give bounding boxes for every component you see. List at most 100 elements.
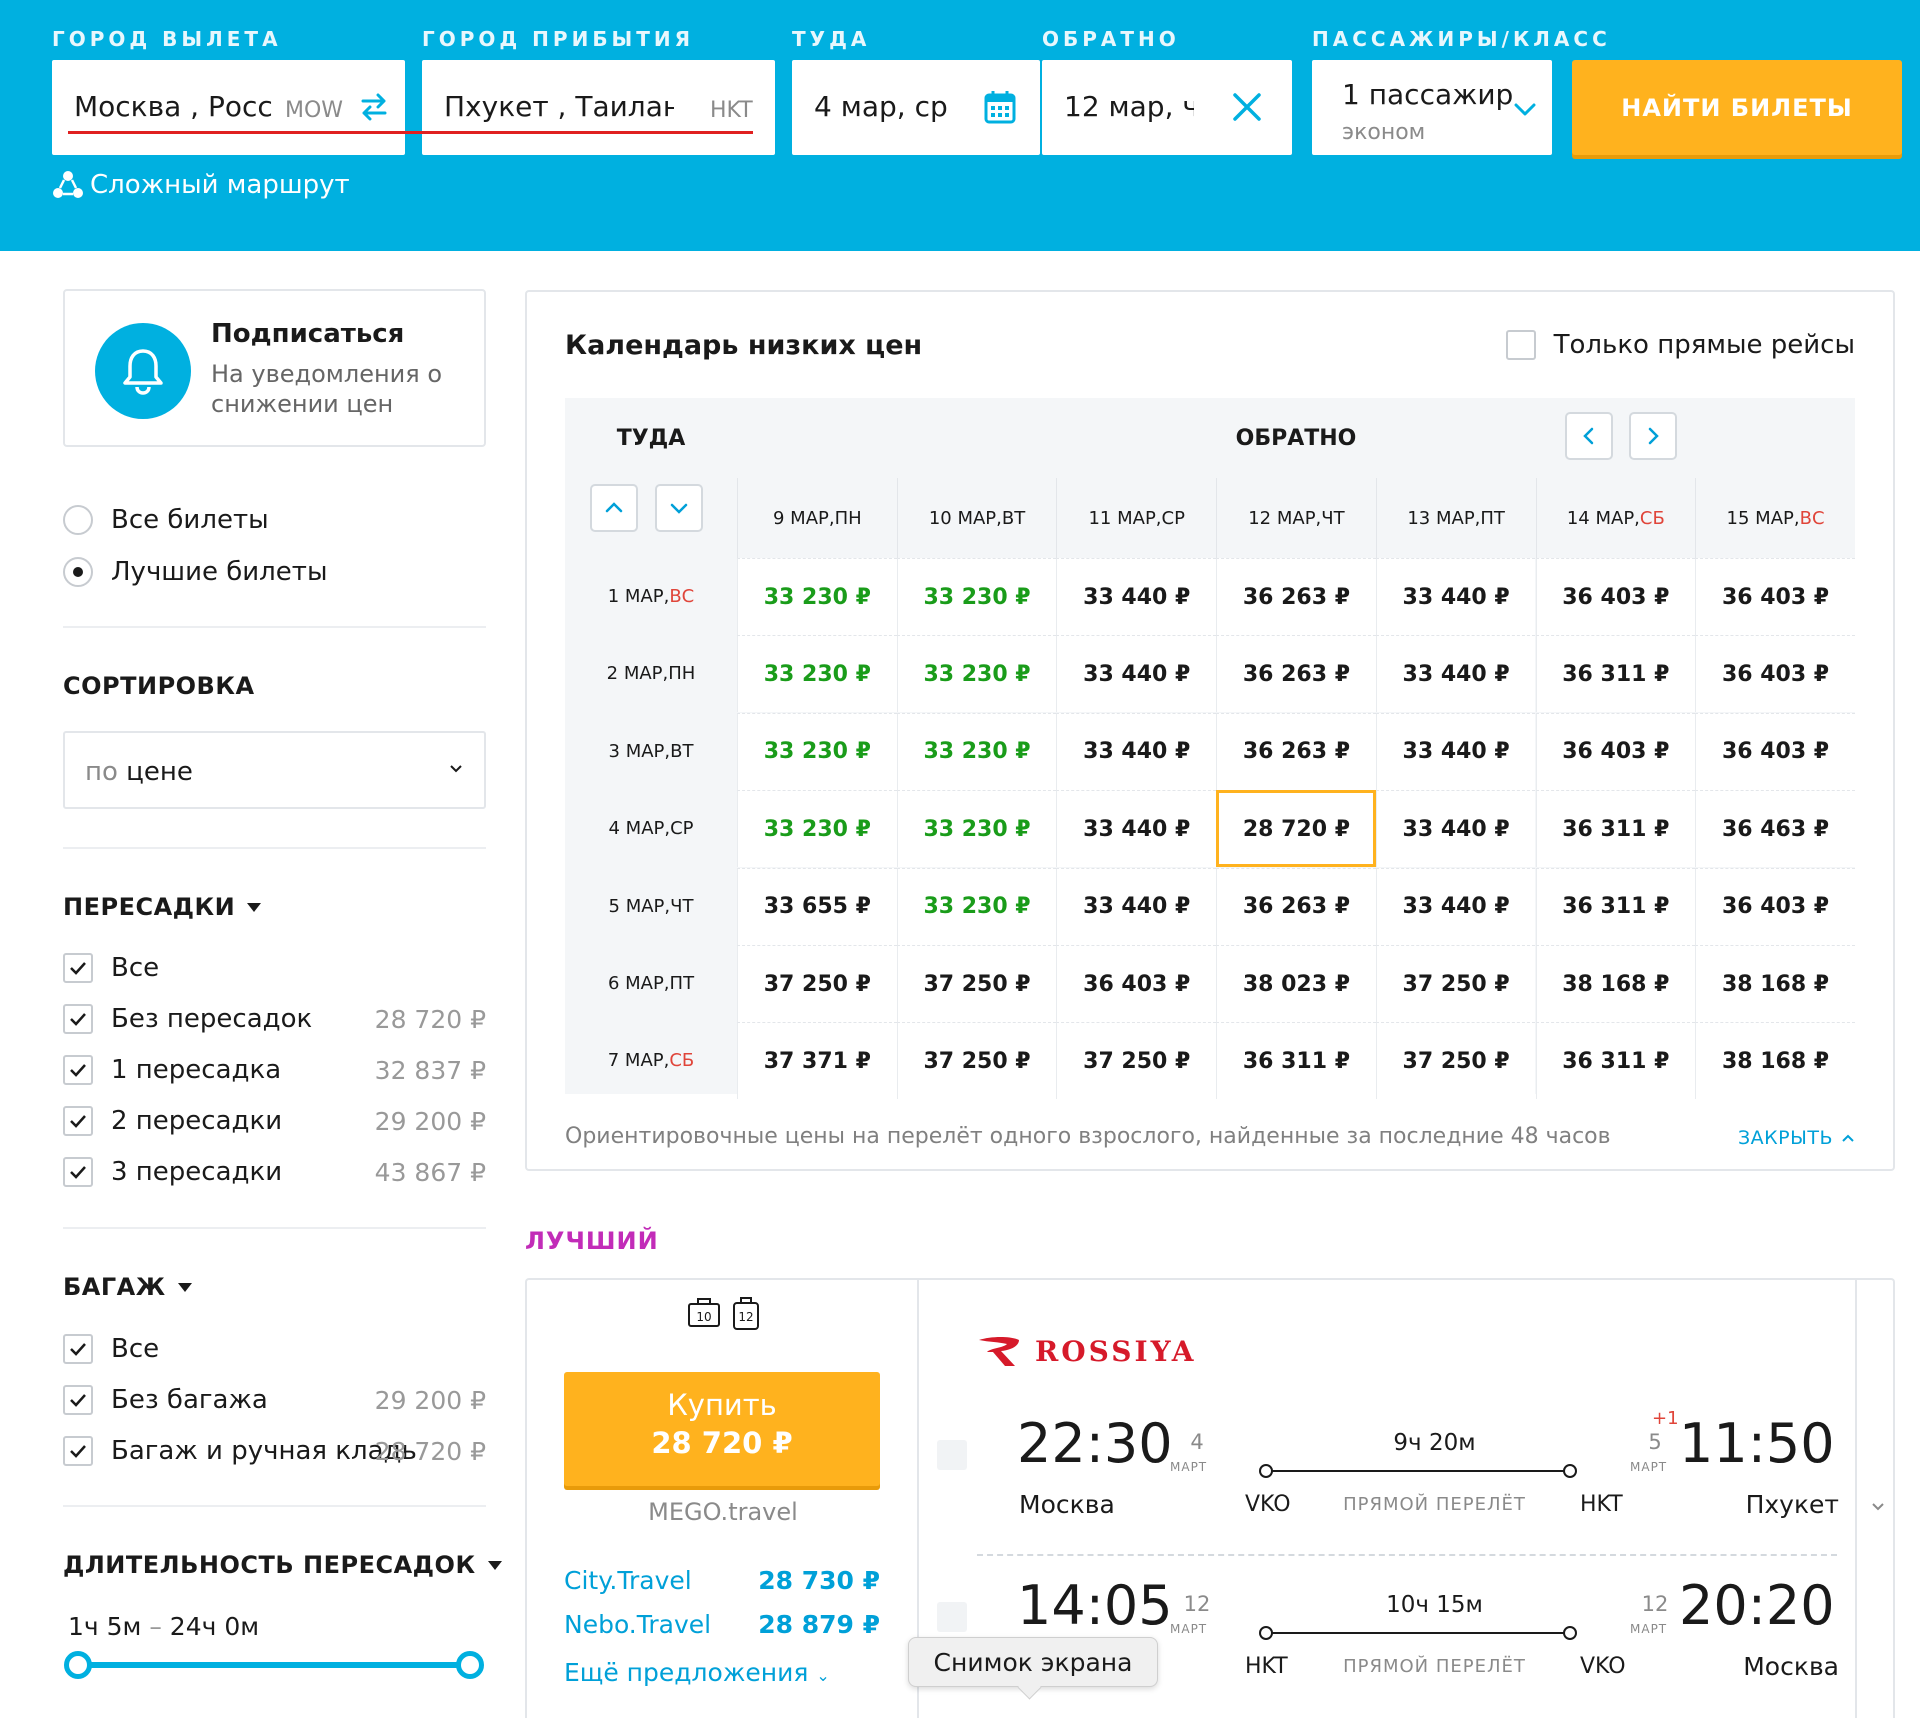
transfer-option[interactable]: 3 пересадки 43 867 ₽ — [63, 1154, 486, 1190]
price-cell[interactable]: 33 440 ₽ — [1056, 867, 1217, 945]
radio-button[interactable] — [63, 505, 93, 535]
transfers-title[interactable]: ПЕРЕСАДКИ — [63, 893, 262, 921]
offer-row[interactable]: Nebo.Travel 28 879 ₽ — [564, 1610, 880, 1639]
price-cell[interactable]: 37 371 ₽ — [737, 1022, 897, 1100]
price-cell[interactable]: 36 311 ₽ — [1535, 635, 1696, 713]
radio-all-tickets[interactable]: Все билеты — [63, 505, 269, 535]
price-cell[interactable]: 33 230 ₽ — [896, 635, 1057, 713]
buy-button[interactable]: Купить 28 720 ₽ — [564, 1372, 880, 1486]
sort-select[interactable]: по цене — [63, 731, 486, 809]
price-cell[interactable]: 36 403 ₽ — [1695, 712, 1855, 790]
price-cell[interactable]: 33 230 ₽ — [896, 712, 1057, 790]
calendar-prev-button[interactable] — [1565, 412, 1613, 460]
price-cell[interactable]: 36 403 ₽ — [1535, 712, 1696, 790]
price-cell[interactable]: 36 311 ₽ — [1535, 867, 1696, 945]
price-cell[interactable]: 36 263 ₽ — [1216, 867, 1376, 945]
checkbox-checked[interactable] — [63, 1004, 93, 1034]
depart-field[interactable]: 4 мар, ср — [792, 60, 1040, 155]
price-cell[interactable]: 36 403 ₽ — [1695, 867, 1855, 945]
offer-price[interactable]: 28 730 ₽ — [758, 1566, 880, 1595]
checkbox-checked[interactable] — [63, 1385, 93, 1415]
radio-button-selected[interactable] — [63, 557, 93, 587]
price-cell[interactable]: 33 230 ₽ — [737, 712, 897, 790]
price-cell[interactable]: 36 403 ₽ — [1695, 635, 1855, 713]
duration-slider-track[interactable] — [78, 1662, 470, 1668]
price-cell[interactable]: 36 463 ₽ — [1695, 790, 1855, 868]
chevron-down-icon[interactable] — [1512, 100, 1538, 120]
price-cell[interactable]: 33 655 ₽ — [737, 867, 897, 945]
offer-agency[interactable]: City.Travel — [564, 1566, 692, 1595]
price-cell[interactable]: 33 230 ₽ — [896, 867, 1057, 945]
price-cell[interactable]: 33 440 ₽ — [1056, 790, 1217, 868]
price-cell[interactable]: 33 440 ₽ — [1056, 558, 1217, 635]
transfer-option[interactable]: Все — [63, 950, 486, 986]
price-cell[interactable]: 33 440 ₽ — [1056, 712, 1217, 790]
direct-only-toggle[interactable]: Только прямые рейсы — [1505, 330, 1855, 360]
price-cell[interactable]: 38 168 ₽ — [1695, 1022, 1855, 1100]
transfer-option[interactable]: 2 пересадки 29 200 ₽ — [63, 1103, 486, 1139]
checkbox-checked[interactable] — [63, 953, 93, 983]
to-field[interactable]: Пхукет , Таиланд HKT — [422, 60, 775, 155]
checkbox-checked[interactable] — [63, 1334, 93, 1364]
price-cell[interactable]: 37 250 ₽ — [1056, 1022, 1217, 1100]
checkbox-checked[interactable] — [63, 1436, 93, 1466]
price-cell[interactable]: 33 230 ₽ — [737, 790, 897, 868]
price-cell[interactable]: 33 230 ₽ — [737, 558, 897, 635]
price-cell[interactable]: 33 230 ₽ — [896, 790, 1057, 868]
expand-chevron-icon[interactable] — [1871, 1502, 1885, 1512]
price-cell[interactable]: 33 230 ₽ — [737, 635, 897, 713]
checkbox-checked[interactable] — [63, 1106, 93, 1136]
calendar-up-button[interactable] — [590, 484, 638, 532]
radio-best-tickets[interactable]: Лучшие билеты — [63, 557, 327, 587]
price-cell[interactable]: 36 311 ₽ — [1535, 790, 1696, 868]
find-tickets-button[interactable]: НАЙТИ БИЛЕТЫ — [1572, 60, 1902, 155]
checkbox-checked[interactable] — [63, 1157, 93, 1187]
price-cell[interactable]: 36 403 ₽ — [1535, 558, 1696, 635]
segment-checkbox[interactable] — [937, 1440, 967, 1470]
complex-route-link[interactable]: Сложный маршрут — [52, 170, 350, 200]
price-cell[interactable]: 33 440 ₽ — [1375, 558, 1536, 635]
from-field[interactable]: Москва , Россия MOW — [52, 60, 405, 155]
price-cell[interactable]: 33 440 ₽ — [1375, 867, 1536, 945]
price-cell[interactable]: 36 311 ₽ — [1216, 1022, 1376, 1100]
offer-agency[interactable]: Nebo.Travel — [564, 1610, 712, 1639]
price-cell[interactable]: 38 168 ₽ — [1535, 945, 1696, 1022]
price-cell[interactable]: 36 403 ₽ — [1056, 945, 1217, 1022]
clear-icon[interactable] — [1230, 90, 1264, 124]
price-cell[interactable]: 36 263 ₽ — [1216, 558, 1376, 635]
checkbox-unchecked[interactable] — [1505, 330, 1536, 360]
baggage-option[interactable]: Без багажа 29 200 ₽ — [63, 1382, 486, 1418]
calendar-close-link[interactable]: ЗАКРЫТЬ — [1738, 1127, 1855, 1149]
slider-handle-min[interactable] — [64, 1651, 92, 1679]
baggage-option[interactable]: Багаж и ручная кладь 28 720 ₽ — [63, 1433, 486, 1469]
transfer-option[interactable]: 1 пересадка 32 837 ₽ — [63, 1052, 486, 1088]
price-cell[interactable]: 38 023 ₽ — [1216, 945, 1376, 1022]
price-cell[interactable]: 33 230 ₽ — [896, 558, 1057, 635]
slider-handle-max[interactable] — [456, 1651, 484, 1679]
price-cell[interactable]: 37 250 ₽ — [896, 945, 1057, 1022]
price-cell[interactable]: 33 440 ₽ — [1375, 635, 1536, 713]
price-cell[interactable]: 33 440 ₽ — [1375, 790, 1536, 868]
calendar-icon[interactable] — [984, 90, 1016, 124]
price-cell[interactable]: 28 720 ₽ — [1216, 790, 1376, 868]
calendar-down-button[interactable] — [655, 484, 703, 532]
swap-icon[interactable] — [357, 90, 391, 124]
duration-title[interactable]: ДЛИТЕЛЬНОСТЬ ПЕРЕСАДОК — [63, 1551, 502, 1579]
price-cell[interactable]: 38 168 ₽ — [1695, 945, 1855, 1022]
price-cell[interactable]: 37 250 ₽ — [737, 945, 897, 1022]
offer-row[interactable]: City.Travel 28 730 ₽ — [564, 1566, 880, 1595]
checkbox-checked[interactable] — [63, 1055, 93, 1085]
passengers-field[interactable]: 1 пассажир эконом — [1312, 60, 1552, 155]
baggage-title[interactable]: БАГАЖ — [63, 1273, 192, 1301]
price-cell[interactable]: 33 440 ₽ — [1056, 635, 1217, 713]
price-cell[interactable]: 37 250 ₽ — [896, 1022, 1057, 1100]
price-cell[interactable]: 36 403 ₽ — [1695, 558, 1855, 635]
price-cell[interactable]: 33 440 ₽ — [1375, 712, 1536, 790]
price-cell[interactable]: 36 311 ₽ — [1535, 1022, 1696, 1100]
price-cell[interactable]: 37 250 ₽ — [1375, 945, 1536, 1022]
return-field[interactable]: 12 мар, чт — [1042, 60, 1292, 155]
segment-checkbox[interactable] — [937, 1602, 967, 1632]
offer-price[interactable]: 28 879 ₽ — [758, 1610, 880, 1639]
transfer-option[interactable]: Без пересадок 28 720 ₽ — [63, 1001, 486, 1037]
subscribe-box[interactable]: Подписаться На уведомления о снижении це… — [63, 289, 486, 447]
